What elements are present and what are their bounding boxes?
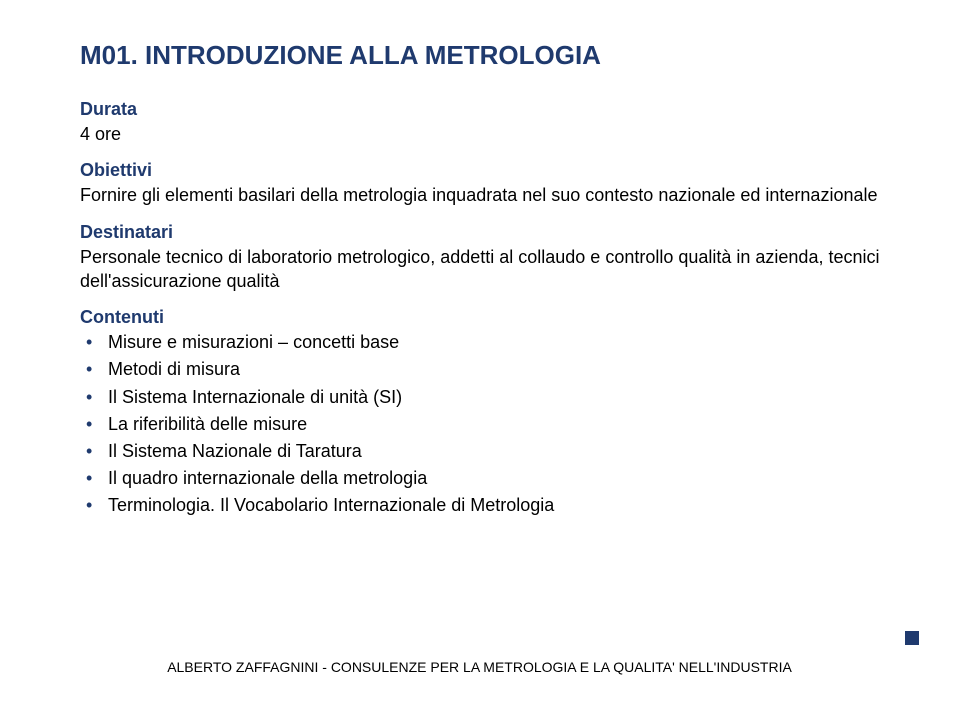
list-item: Il Sistema Internazionale di unità (SI) [80, 385, 899, 410]
section-destinatari-text: Personale tecnico di laboratorio metrolo… [80, 245, 899, 294]
footer-text: ALBERTO ZAFFAGNINI - CONSULENZE PER LA M… [0, 659, 959, 675]
section-obiettivi-text: Fornire gli elementi basilari della metr… [80, 183, 899, 207]
section-contenuti-label: Contenuti [80, 307, 899, 328]
list-item: Metodi di misura [80, 357, 899, 382]
list-item: Il quadro internazionale della metrologi… [80, 466, 899, 491]
section-durata-text: 4 ore [80, 122, 899, 146]
section-destinatari-label: Destinatari [80, 222, 899, 243]
section-obiettivi-label: Obiettivi [80, 160, 899, 181]
slide-title: M01. INTRODUZIONE ALLA METROLOGIA [80, 40, 899, 71]
list-item: Misure e misurazioni – concetti base [80, 330, 899, 355]
accent-square-icon [905, 631, 919, 645]
contenuti-list: Misure e misurazioni – concetti base Met… [80, 330, 899, 518]
slide: M01. INTRODUZIONE ALLA METROLOGIA Durata… [0, 0, 959, 705]
list-item: La riferibilità delle misure [80, 412, 899, 437]
list-item: Terminologia. Il Vocabolario Internazion… [80, 493, 899, 518]
section-durata-label: Durata [80, 99, 899, 120]
list-item: Il Sistema Nazionale di Taratura [80, 439, 899, 464]
